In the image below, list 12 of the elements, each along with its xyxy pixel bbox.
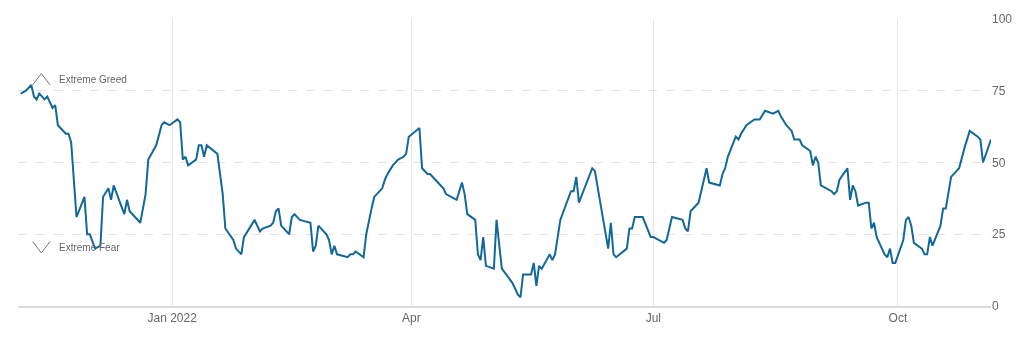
- y-tick-label: 0: [992, 299, 999, 314]
- x-tick-label: Oct: [888, 311, 908, 326]
- annotation: Extreme Fear: [59, 242, 121, 253]
- y-tick-label: 75: [992, 83, 1006, 98]
- x-tick-label: Jul: [645, 311, 662, 326]
- x-tick-label: Apr: [402, 311, 421, 326]
- annotation: Extreme Greed: [59, 74, 127, 85]
- line-series: [19, 84, 991, 299]
- y-tick-label: 100: [992, 12, 1013, 27]
- y-tick-label: 50: [992, 155, 1006, 170]
- x-tick-label: Jan 2022: [147, 311, 198, 326]
- y-tick-label: 25: [992, 227, 1006, 242]
